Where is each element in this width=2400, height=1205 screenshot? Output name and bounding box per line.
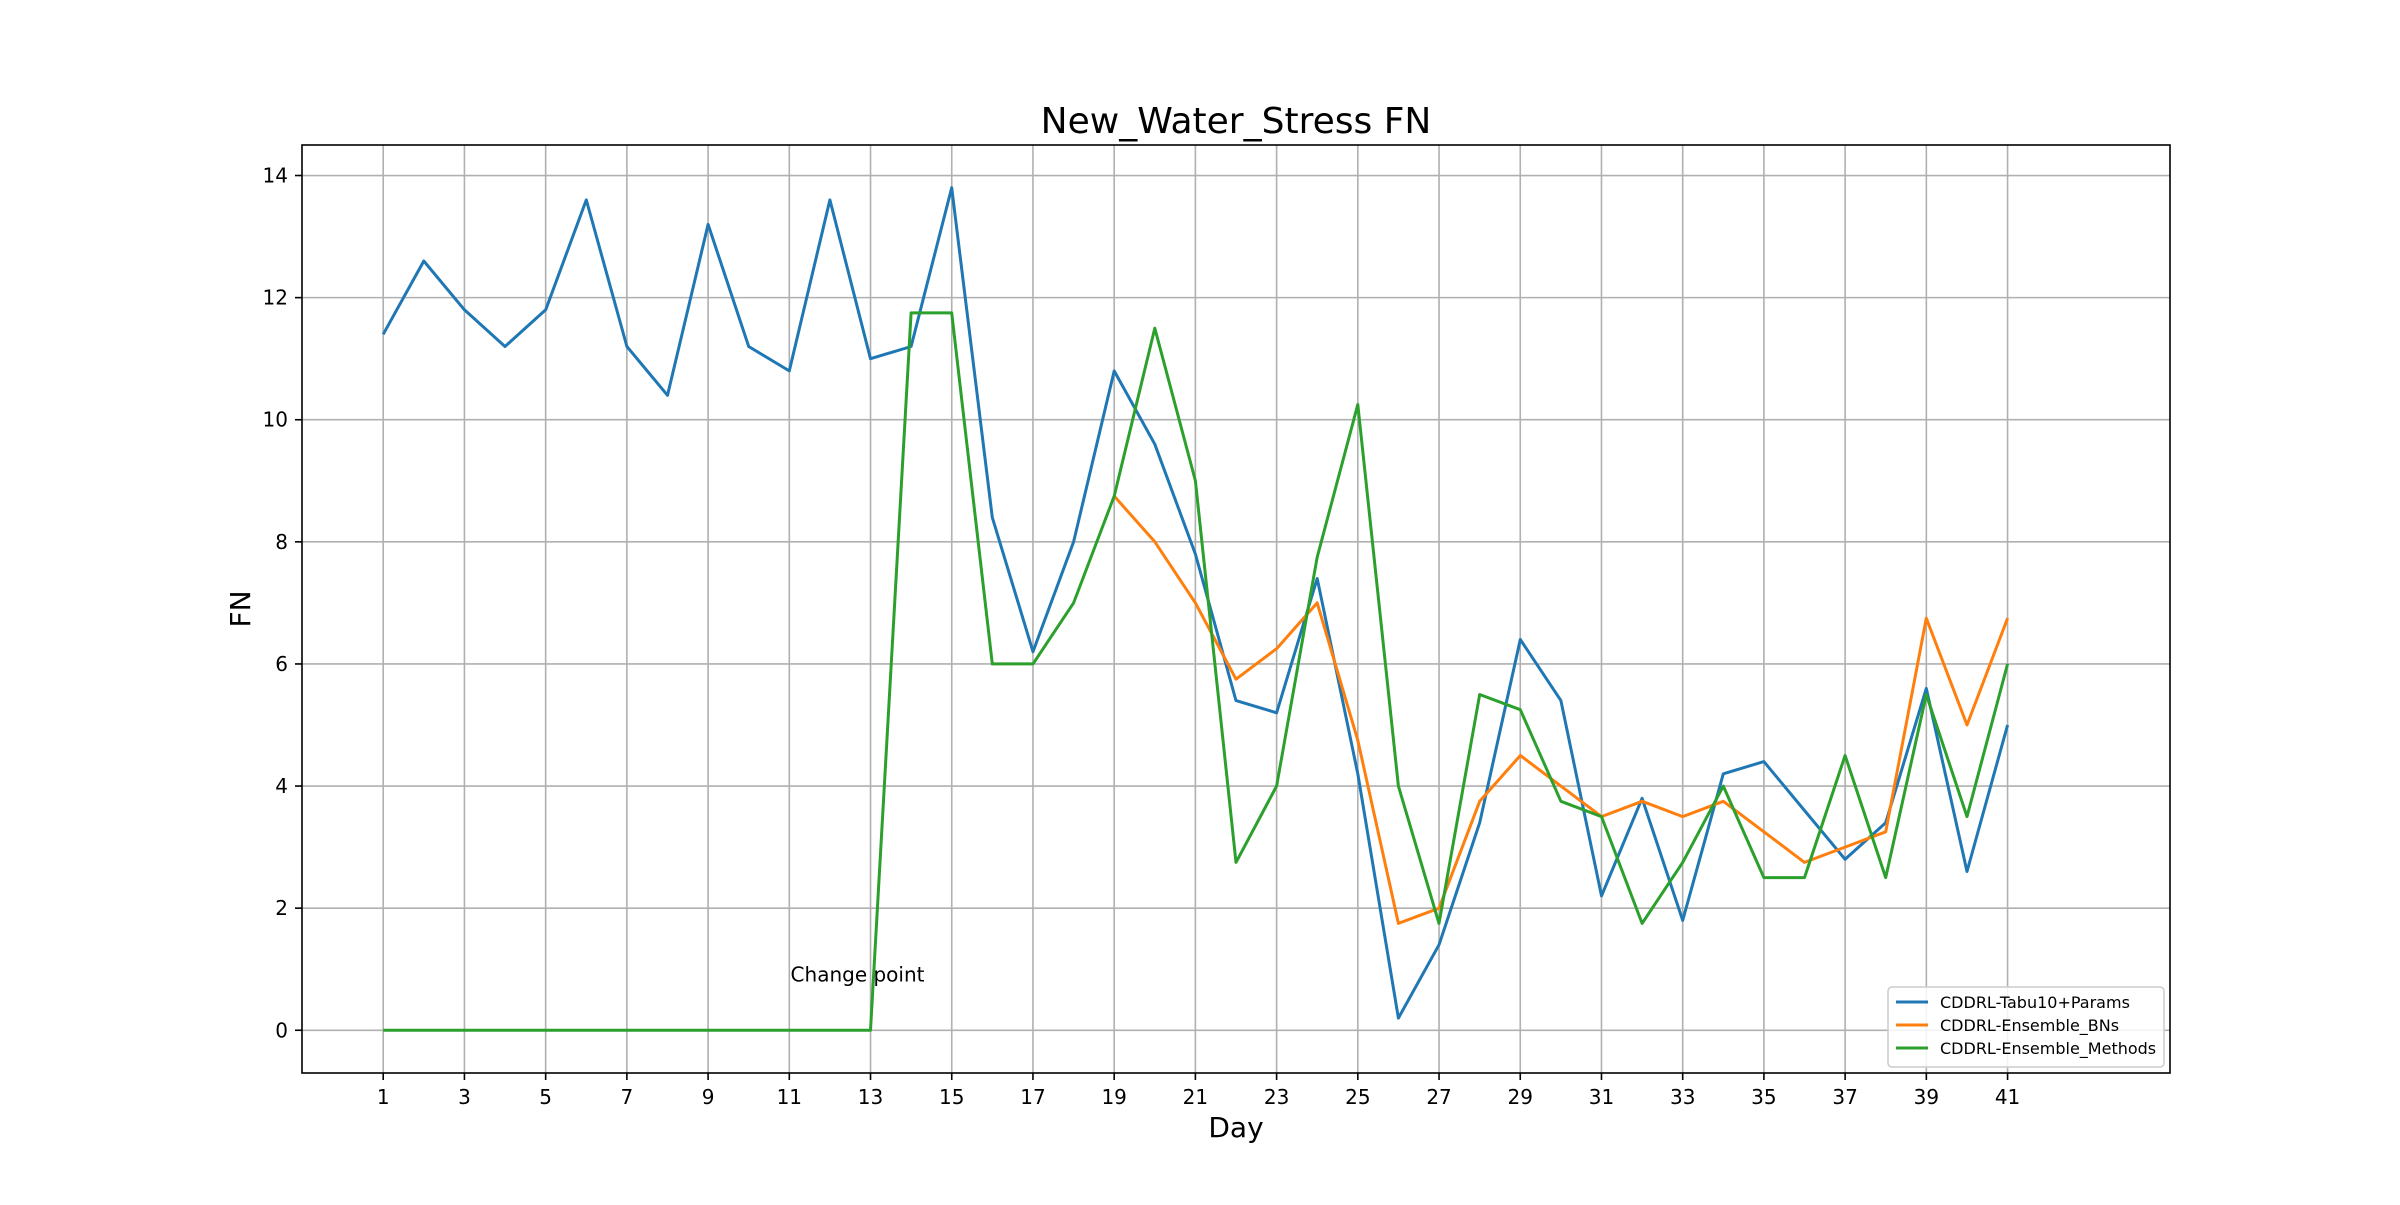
- legend-entry-label: CDDRL-Ensemble_Methods: [1940, 1039, 2156, 1059]
- series-line-cddrl-tabu10-params: [381, 186, 2010, 1020]
- y-tick-label: 2: [275, 896, 288, 920]
- x-tick-label: 29: [1508, 1085, 1533, 1109]
- legend: CDDRL-Tabu10+Params CDDRL-Ensemble_BNs CDD…: [1887, 986, 2165, 1068]
- x-tick-label: 17: [1020, 1085, 1045, 1109]
- change-point-annotation: Change point: [791, 962, 925, 986]
- y-tick-label: 12: [263, 286, 288, 310]
- x-tick-label: 7: [621, 1085, 634, 1109]
- legend-entry-label: CDDRL-Ensemble_BNs: [1940, 1016, 2119, 1036]
- x-axis-title: Day: [1208, 1111, 1263, 1144]
- series-line-cddrl-ensemble-methods: [383, 311, 2010, 1032]
- x-tick-label: 35: [1751, 1085, 1776, 1109]
- y-tick-label: 0: [275, 1018, 288, 1042]
- y-tick-label: 10: [263, 408, 288, 432]
- y-tick-label: 14: [263, 164, 288, 188]
- chart-title: New_Water_Stress FN: [1041, 101, 1432, 142]
- x-tick-label: 33: [1670, 1085, 1695, 1109]
- x-tick-label: 31: [1589, 1085, 1614, 1109]
- x-tick-label: 13: [858, 1085, 883, 1109]
- x-tick-label: 19: [1101, 1085, 1126, 1109]
- x-tick-label: 27: [1426, 1085, 1451, 1109]
- x-tick-label: 15: [939, 1085, 964, 1109]
- legend-frame: [1887, 986, 2165, 1068]
- plot-area-frame: [301, 144, 2171, 1074]
- x-tick-label: 11: [777, 1085, 802, 1109]
- x-tick-label: 5: [539, 1085, 552, 1109]
- series-lines: [381, 186, 2010, 1032]
- x-tick-label: 1: [377, 1085, 390, 1109]
- x-tick-label: 39: [1914, 1085, 1939, 1109]
- legend-entry-label: CDDRL-Tabu10+Params: [1940, 993, 2130, 1012]
- y-tick-label: 8: [275, 530, 288, 554]
- x-tick-label: 37: [1832, 1085, 1857, 1109]
- y-axis-title: FN: [224, 590, 257, 627]
- x-tick-label: 9: [702, 1085, 715, 1109]
- axis-ticks: 1 3 5 7 9 11 13 15 17 19 21 23 25 27 29 31 33 35 37 39 41024…: [263, 164, 2021, 1109]
- x-tick-label: 25: [1345, 1085, 1370, 1109]
- annotations: Change point: [791, 962, 925, 986]
- x-tick-label: 3: [458, 1085, 471, 1109]
- x-tick-label: 21: [1183, 1085, 1208, 1109]
- y-tick-label: 4: [275, 774, 288, 798]
- grid-lines: [302, 145, 2170, 1073]
- x-tick-label: 23: [1264, 1085, 1289, 1109]
- series-line-cddrl-ensemble-bns: [1113, 495, 2010, 925]
- x-tick-label: 41: [1995, 1085, 2020, 1109]
- y-tick-label: 6: [275, 652, 288, 676]
